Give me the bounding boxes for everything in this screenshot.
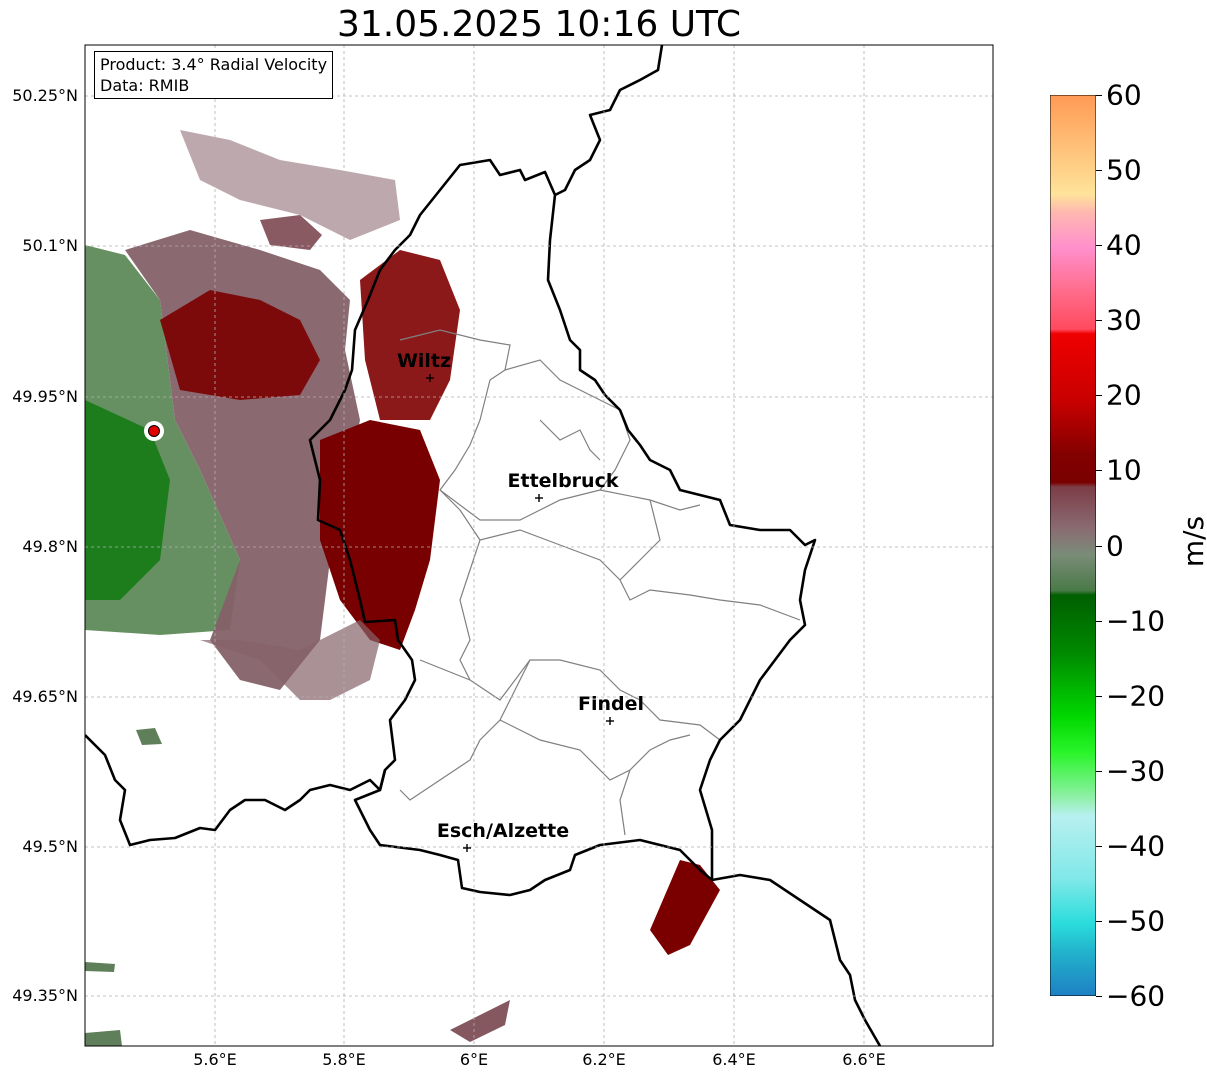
data-source-label: Data: RMIB xyxy=(100,76,190,95)
echo-mauve-south xyxy=(450,1000,510,1042)
echo-green-blob xyxy=(136,728,162,745)
echo-mauve-cloud xyxy=(260,215,322,250)
colorbar-tick-mark xyxy=(1096,845,1102,847)
colorbar-tick-label: −60 xyxy=(1106,979,1166,1013)
colorbar-tick-label: 40 xyxy=(1106,228,1142,262)
colorbar-tick-mark xyxy=(1096,695,1102,697)
plot-frame xyxy=(84,44,994,1047)
lat-label: 50.25°N xyxy=(12,86,78,105)
city-marker-ettelbruck xyxy=(535,494,543,502)
colorbar-tick-label: −40 xyxy=(1106,829,1166,863)
lon-label: 5.6°E xyxy=(193,1050,237,1069)
lon-label: 5.8°E xyxy=(322,1050,366,1069)
colorbar-tick-label: −50 xyxy=(1106,904,1166,938)
echo-darkred-northeast xyxy=(360,250,460,420)
colorbar-tick-mark xyxy=(1096,245,1102,247)
country-borders xyxy=(85,45,882,1046)
colorbar-tick-label: 10 xyxy=(1106,453,1142,487)
lat-label: 49.8°N xyxy=(22,537,78,556)
colorbar-tick-mark xyxy=(1096,170,1102,172)
colorbar-tick-label: −10 xyxy=(1106,604,1166,638)
colorbar-tick-label: 50 xyxy=(1106,153,1142,187)
colorbar-tick-mark xyxy=(1096,620,1102,622)
colorbar-tick-mark xyxy=(1096,770,1102,772)
echo-mauve-scatter xyxy=(180,130,400,240)
product-info-box: Product: 3.4° Radial Velocity Data: RMIB xyxy=(94,51,334,99)
city-marker-wiltz xyxy=(426,374,434,382)
lon-label: 6.6°E xyxy=(842,1050,886,1069)
district-boundaries xyxy=(399,329,801,836)
echo-green-west xyxy=(85,962,115,972)
colorbar-tick-mark xyxy=(1096,545,1102,547)
lon-label: 6.4°E xyxy=(712,1050,756,1069)
city-label-esch: Esch/Alzette xyxy=(436,820,570,842)
city-label-ettelbruck: Ettelbruck xyxy=(507,470,619,492)
colorbar-tick-mark xyxy=(1096,95,1102,96)
lat-label: 49.65°N xyxy=(12,687,78,706)
colorbar-tick-mark xyxy=(1096,395,1102,397)
germany-border xyxy=(554,45,664,197)
echo-green-southwest xyxy=(85,1030,122,1046)
radar-site-marker xyxy=(148,425,160,437)
france-belgium-border xyxy=(85,734,387,847)
velocity-colorbar xyxy=(1050,95,1096,996)
echo-layer xyxy=(85,130,720,1046)
colorbar-fill xyxy=(1050,95,1096,996)
echo-green-core xyxy=(85,400,170,600)
colorbar-tick-mark xyxy=(1096,470,1102,472)
city-markers xyxy=(426,374,614,852)
lat-label: 49.95°N xyxy=(12,387,78,406)
echo-darkred-north xyxy=(160,290,320,400)
city-label-findel: Findel xyxy=(577,693,645,715)
gridlines xyxy=(85,45,993,1046)
product-label: Product: 3.4° Radial Velocity xyxy=(100,55,328,74)
germany-border-south xyxy=(711,873,882,1046)
echo-darkred-southeast xyxy=(650,860,720,955)
colorbar-tick-mark xyxy=(1096,920,1102,922)
colorbar-tick-label: 0 xyxy=(1106,529,1124,562)
luxembourg-border xyxy=(308,158,817,897)
echo-darkred-main xyxy=(320,420,440,650)
colorbar-tick-label: 60 xyxy=(1106,78,1142,112)
map-title: 31.05.2025 10:16 UTC xyxy=(336,4,742,45)
city-marker-findel xyxy=(606,717,614,725)
colorbar-tick-label: 20 xyxy=(1106,378,1142,412)
colorbar-tick-mark xyxy=(1096,996,1102,997)
echo-mauve-edge xyxy=(200,620,380,700)
colorbar-tick-label: 30 xyxy=(1106,303,1142,337)
lat-label: 49.5°N xyxy=(22,837,78,856)
colorbar-unit: m/s xyxy=(1177,515,1207,568)
lon-label: 6.2°E xyxy=(582,1050,626,1069)
lat-label: 50.1°N xyxy=(22,236,78,255)
colorbar-tick-mark xyxy=(1096,320,1102,322)
colorbar-tick-label: −20 xyxy=(1106,679,1166,713)
colorbar-tick-label: −30 xyxy=(1106,754,1166,788)
lat-label: 49.35°N xyxy=(12,986,78,1005)
city-label-wiltz: Wiltz xyxy=(396,350,452,372)
lon-label: 6°E xyxy=(459,1050,489,1069)
city-marker-esch xyxy=(463,844,471,852)
